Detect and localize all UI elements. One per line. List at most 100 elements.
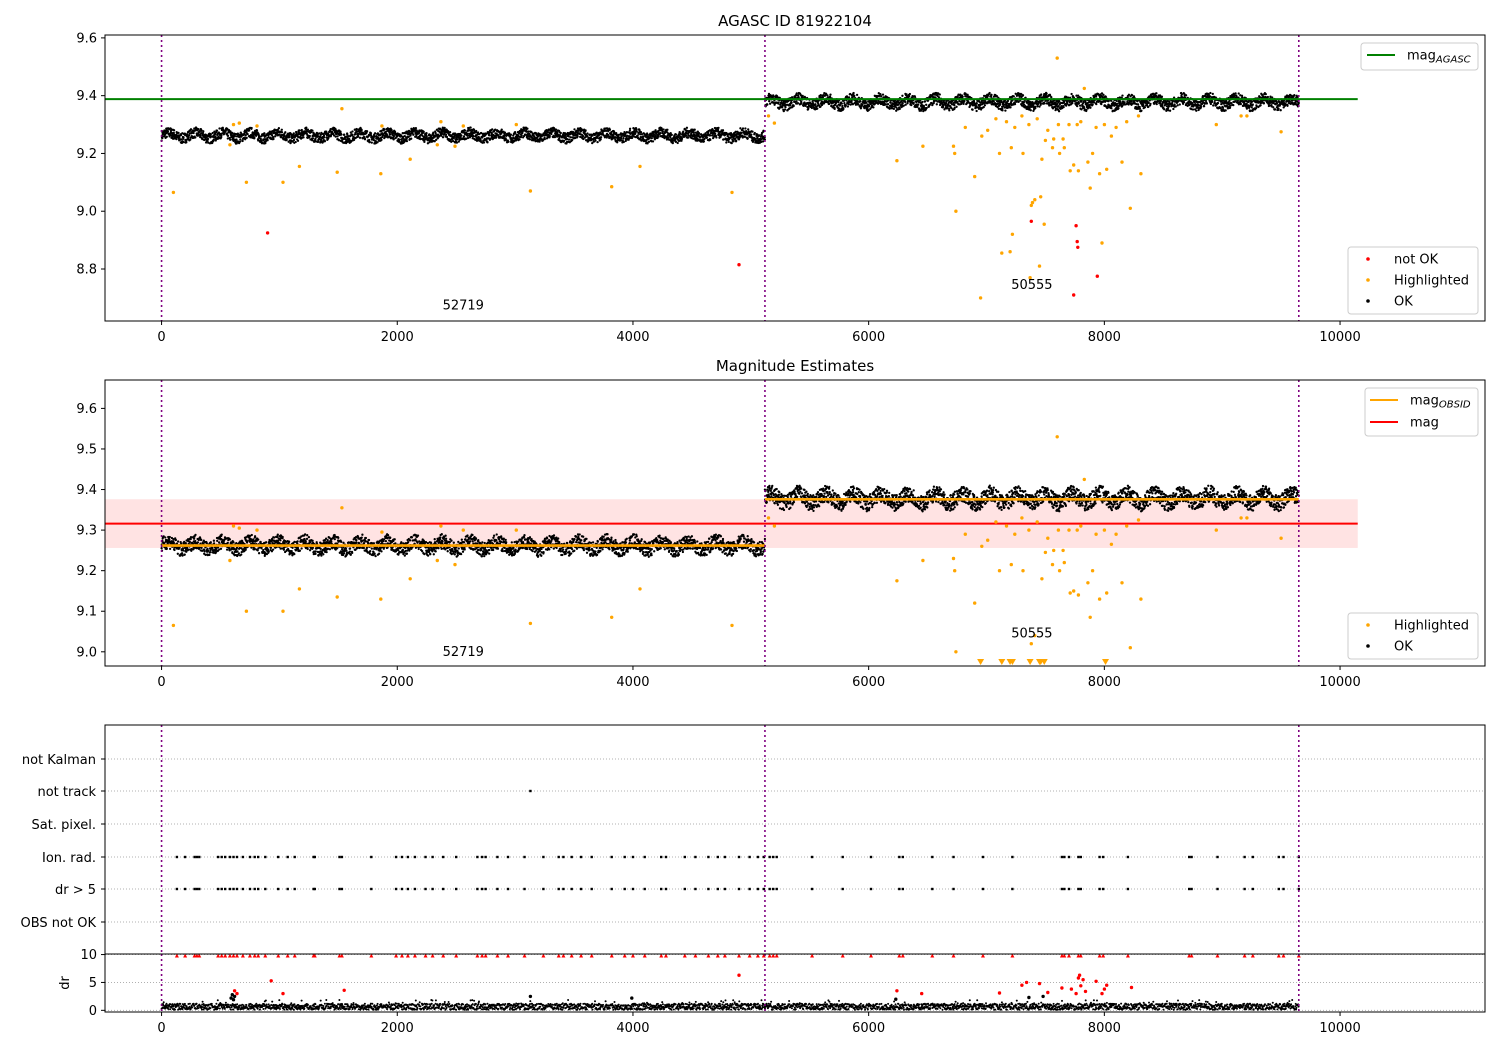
ok-point (279, 136, 283, 139)
ok-point (296, 139, 300, 142)
ok-point (741, 127, 745, 130)
ok-point (189, 138, 192, 141)
highlighted-point (1120, 160, 1124, 164)
ok-point (306, 128, 310, 131)
highlighted-point (1055, 56, 1059, 60)
ok-point (444, 133, 448, 137)
ok-point (847, 103, 850, 106)
ok-point (684, 134, 688, 137)
ok-point (1050, 96, 1053, 99)
ok-point (548, 134, 551, 138)
ok-point (513, 131, 517, 134)
ok-point (842, 107, 845, 111)
ok-point (744, 127, 747, 130)
ok-point (1091, 103, 1094, 106)
ok-point (872, 106, 875, 109)
ok-point (840, 102, 843, 105)
ok-point (725, 141, 728, 144)
ok-point (714, 132, 717, 136)
ok-point (220, 134, 223, 137)
ok-point (248, 129, 251, 132)
ok-point (278, 133, 281, 136)
not-ok-point (265, 231, 270, 235)
ok-point (267, 136, 270, 139)
ok-point (666, 128, 669, 131)
ok-point (392, 138, 395, 141)
ok-point (753, 131, 756, 135)
ok-point (1234, 92, 1237, 95)
ok-point (1272, 106, 1275, 109)
not-ok-point (1074, 224, 1078, 228)
not-ok-points (265, 219, 1100, 297)
ok-point (955, 105, 958, 108)
highlighted-point (1061, 137, 1065, 141)
highlighted-point (335, 170, 339, 174)
ok-point (1213, 100, 1216, 104)
ok-point (692, 131, 695, 134)
highlighted-point (461, 124, 465, 128)
ok-point (1138, 107, 1142, 110)
x-tick-label: 0 (157, 330, 165, 345)
ok-point (740, 131, 743, 135)
ok-point (814, 103, 817, 106)
ok-point (697, 131, 701, 135)
ok-point (1199, 105, 1203, 109)
ok-point (351, 130, 354, 133)
ok-point (1176, 104, 1179, 107)
ok-point (1076, 104, 1079, 108)
ok-point (1021, 94, 1025, 97)
highlighted-point (1105, 167, 1109, 171)
ok-point (343, 133, 346, 136)
highlighted-points (171, 56, 1283, 300)
ok-point (263, 132, 266, 135)
ok-point (1167, 105, 1171, 108)
ok-point (961, 95, 964, 98)
highlighted-point (379, 172, 383, 176)
highlighted-point (1076, 169, 1081, 173)
ok-point (213, 130, 216, 133)
ok-point (971, 108, 974, 111)
ok-point (1043, 102, 1046, 105)
ok-point (768, 99, 771, 103)
ok-point (777, 101, 780, 104)
highlighted-point (1214, 122, 1219, 127)
ok-point (250, 126, 253, 130)
ok-point (1224, 109, 1227, 112)
ok-point (1264, 92, 1267, 96)
legend-label: Highlighted (1394, 274, 1469, 289)
ok-point (218, 127, 221, 130)
ok-point (567, 138, 571, 141)
ok-point (783, 108, 787, 111)
y-tick-label: 9.4 (76, 89, 97, 104)
ok-point (482, 141, 486, 144)
highlighted-point (281, 180, 285, 184)
ok-point (881, 93, 885, 96)
ok-point (975, 101, 978, 105)
ok-point (292, 138, 296, 142)
highlighted-point (1039, 195, 1043, 199)
ok-point (369, 131, 373, 135)
ok-point (766, 103, 769, 106)
ok-point (562, 139, 566, 142)
ok-point (463, 129, 467, 132)
ok-point (336, 135, 339, 138)
ok-point (491, 128, 494, 131)
highlighted-point (1114, 125, 1118, 130)
ok-point (1152, 102, 1156, 105)
ok-point (166, 130, 170, 134)
ok-point (1259, 104, 1262, 107)
ok-point (861, 103, 864, 106)
ok-point (175, 137, 178, 141)
ok-point (1034, 106, 1037, 110)
ok-point (800, 101, 803, 105)
ok-point (255, 129, 259, 132)
ok-point (1078, 104, 1082, 107)
ok-point (676, 141, 679, 145)
ok-point (1089, 106, 1092, 109)
ok-point (319, 133, 323, 136)
ok-point (937, 96, 941, 99)
ok-point (472, 134, 475, 138)
ok-point (807, 107, 810, 110)
